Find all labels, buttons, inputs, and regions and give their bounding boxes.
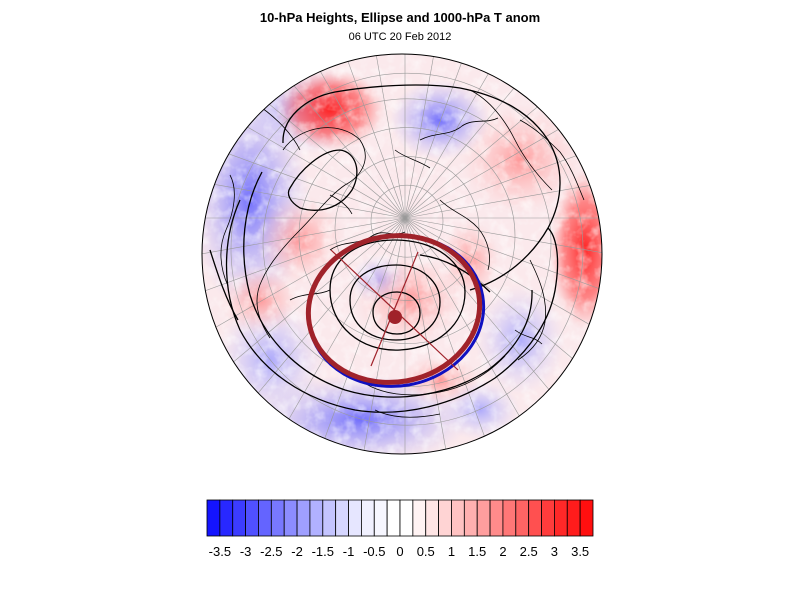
colorbar-box bbox=[515, 499, 530, 537]
colorbar-box bbox=[463, 499, 478, 537]
colorbar-box bbox=[438, 499, 452, 537]
colorbar-box bbox=[258, 499, 272, 537]
colorbar-box bbox=[206, 499, 221, 537]
colorbar-tick-label: 2 bbox=[499, 544, 506, 559]
colorbar-box bbox=[219, 499, 234, 537]
height-contours bbox=[209, 84, 561, 413]
colorbar-box bbox=[296, 499, 311, 537]
colorbar-box bbox=[270, 499, 285, 537]
plot-subtitle: 06 UTC 20 Feb 2012 bbox=[348, 31, 452, 43]
colorbar-tick-label: 2.5 bbox=[520, 544, 538, 559]
colorbar-box bbox=[309, 499, 324, 537]
colorbar-tick-label: 1.5 bbox=[468, 544, 486, 559]
colorbar-box bbox=[554, 499, 568, 537]
colorbar-box bbox=[232, 499, 247, 537]
colorbar-box bbox=[425, 499, 440, 537]
colorbar-tick-label: -1 bbox=[343, 544, 355, 559]
colorbar-box bbox=[399, 499, 414, 537]
ellipse-outline bbox=[305, 233, 483, 385]
colorbar-tick-label: 3.5 bbox=[571, 544, 589, 559]
vortex-ellipse bbox=[305, 233, 486, 388]
globe-border bbox=[201, 53, 603, 455]
colorbar-tick-label: -1.5 bbox=[312, 544, 334, 559]
plot-title: 10-hPa Heights, Ellipse and 1000-hPa T a… bbox=[259, 10, 541, 25]
colorbar-box bbox=[451, 499, 465, 537]
colorbar-tick-label: 0.5 bbox=[417, 544, 435, 559]
colorbar-tick-label: 3 bbox=[551, 544, 558, 559]
colorbar-box bbox=[348, 499, 362, 537]
colorbar-box bbox=[373, 499, 388, 537]
colorbar-tick-label: -2.5 bbox=[260, 544, 282, 559]
colorbar-box bbox=[283, 499, 298, 537]
colorbar-box bbox=[335, 499, 349, 537]
colorbar-box bbox=[502, 499, 517, 537]
colorbar-box bbox=[360, 499, 375, 537]
colorbar-box bbox=[541, 499, 555, 537]
colorbar-box bbox=[386, 499, 401, 537]
colorbar-box bbox=[579, 499, 594, 537]
colorbar-box bbox=[245, 499, 259, 537]
colorbar-box bbox=[412, 499, 427, 537]
colorbar-tick-label: -3 bbox=[240, 544, 252, 559]
colorbar-box bbox=[322, 499, 337, 537]
colorbar-tick-label: -2 bbox=[291, 544, 303, 559]
colorbar-tick-label: -0.5 bbox=[363, 544, 385, 559]
ellipse-minor-axis bbox=[370, 251, 419, 367]
colorbar-tick-label: -3.5 bbox=[209, 544, 231, 559]
colorbar-box bbox=[528, 499, 542, 537]
colorbar-box bbox=[489, 499, 504, 537]
colorbar-box bbox=[566, 499, 581, 537]
colorbar-tick-label: 1 bbox=[448, 544, 455, 559]
colorbar-box bbox=[476, 499, 491, 537]
coastlines bbox=[220, 89, 585, 418]
colorbar-tick-label: 0 bbox=[396, 544, 403, 559]
ellipse-centroid bbox=[388, 310, 402, 324]
